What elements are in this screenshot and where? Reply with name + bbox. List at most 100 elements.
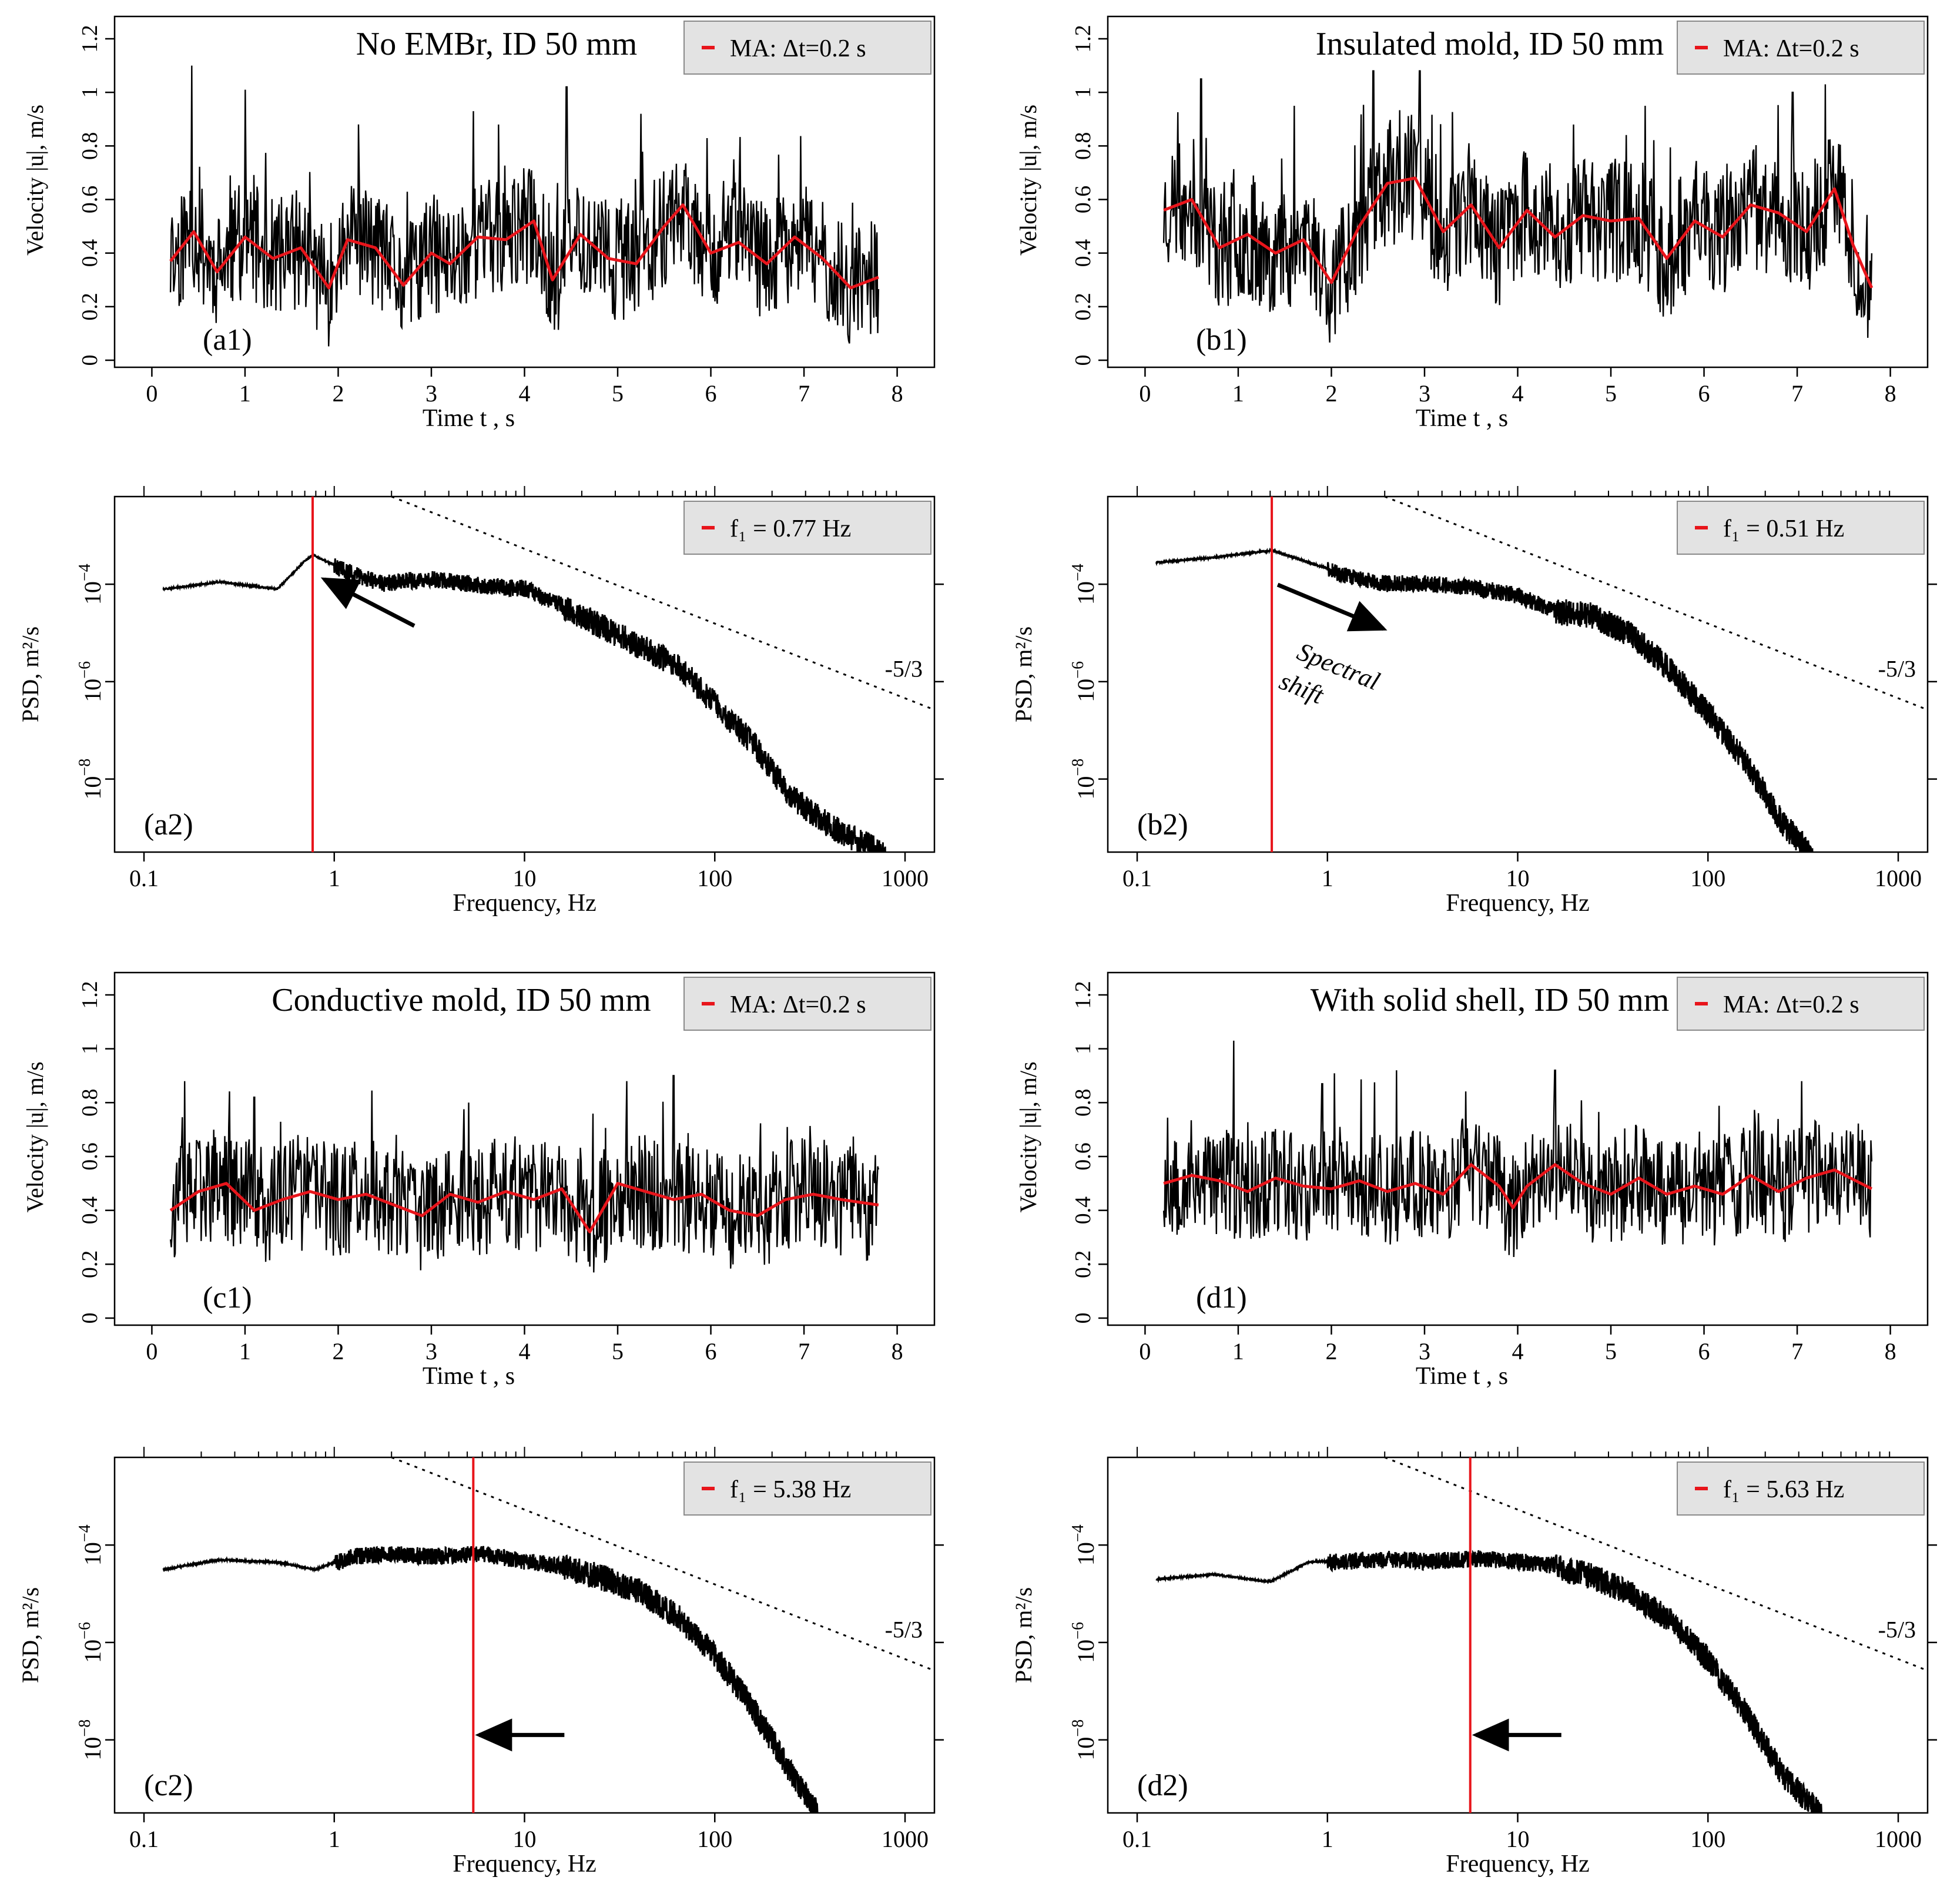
panel-label: (b2) (1137, 808, 1188, 842)
raw-velocity-series (1162, 1040, 1873, 1258)
panel-label: (d1) (1196, 1281, 1247, 1315)
shift-arrow (320, 577, 415, 628)
x-tick-label: 8 (1885, 380, 1896, 407)
panel-label: (c1) (203, 1281, 252, 1315)
shift-arrow (1276, 582, 1388, 632)
panel-c2: 0.1 1 10 100 1000 10−4 10−6 10−8 PSD, m²/s Freque… (17, 1447, 944, 1878)
y-tick-label: 0 (1071, 355, 1095, 366)
x-tick-label: 7 (1791, 1338, 1803, 1365)
panel-a2: 0.1 1 10 100 1000 10−4 10−6 10−8 PSD, m²/s Freque… (17, 486, 944, 917)
slope-label: -5/3 (1878, 656, 1916, 682)
plot-area (1155, 497, 1928, 852)
legend-box (683, 977, 931, 1031)
y-tick-label: 10−4 (76, 564, 106, 605)
x-tick-label: 100 (697, 865, 732, 891)
panel-label: (a2) (144, 808, 193, 842)
y-tick-label: 10−6 (1069, 661, 1099, 702)
legend-box (1677, 21, 1925, 75)
moving-average-series (169, 203, 879, 290)
slope-reference-line (1384, 497, 1928, 711)
y-tick-label: 0.6 (1071, 1142, 1095, 1171)
y-axis-label: Velocity |u|, m/s (22, 1061, 48, 1212)
moving-average-series (169, 1182, 879, 1233)
legend-box (1677, 501, 1925, 555)
slope-label: -5/3 (1878, 1617, 1916, 1643)
x-tick-label: 4 (1512, 1338, 1524, 1365)
slope-reference-line (1384, 1457, 1928, 1672)
panel-title: Conductive mold, ID 50 mm (272, 982, 651, 1018)
y-tick-label: 0.8 (78, 1089, 102, 1117)
y-axis-label: PSD, m²/s (17, 626, 43, 722)
legend: MA: Δt=0.2 s (1677, 21, 1925, 75)
legend-label: f₁ = 5.63 Hz (1723, 1476, 1844, 1503)
y-axis-label: Velocity |u|, m/s (22, 105, 48, 256)
legend-label: MA: Δt=0.2 s (730, 35, 866, 62)
plot-area (1162, 70, 1874, 343)
x-tick-label: 10 (1506, 865, 1530, 891)
y-tick-label: 0.4 (78, 1196, 102, 1225)
legend-box (683, 501, 931, 555)
y-tick-label: 0 (78, 1313, 102, 1324)
psd-series (162, 1546, 819, 1813)
legend-label: MA: Δt=0.2 s (1723, 991, 1859, 1018)
x-tick-label: 1000 (1875, 865, 1922, 891)
x-tick-label: 2 (332, 1338, 344, 1365)
x-tick-label: 8 (892, 380, 903, 407)
y-tick-label: 1.2 (78, 25, 102, 53)
x-tick-label: 0.1 (1122, 865, 1152, 891)
x-axis-label: Frequency, Hz (453, 890, 597, 917)
y-tick-label: 0.8 (1071, 1089, 1095, 1117)
x-tick-label: 0 (146, 1338, 158, 1365)
y-tick-label: 0.6 (78, 186, 102, 214)
x-axis-label: Frequency, Hz (453, 1851, 597, 1878)
y-tick-label: 1 (78, 1043, 102, 1054)
legend-box (683, 1461, 931, 1516)
y-tick-label: 0.2 (1071, 293, 1095, 321)
x-tick-label: 1000 (882, 865, 929, 891)
panel-label: (c2) (144, 1769, 193, 1802)
slope-reference-line (391, 1457, 934, 1672)
y-tick-label: 1 (1071, 87, 1095, 98)
legend: MA: Δt=0.2 s (1677, 977, 1925, 1031)
x-tick-label: 7 (798, 380, 810, 407)
y-tick-label: 10−8 (1069, 1719, 1099, 1761)
x-tick-label: 5 (612, 1338, 624, 1365)
legend: f₁ = 5.63 Hz (1677, 1461, 1925, 1516)
x-tick-label: 0 (1139, 1338, 1151, 1365)
x-tick-label: 1 (239, 380, 251, 407)
x-axis-label: Time t , s (423, 1363, 515, 1390)
y-axis-label: Velocity |u|, m/s (1015, 1061, 1041, 1212)
legend: f₁ = 5.38 Hz (683, 1461, 931, 1516)
y-tick-label: 0 (78, 355, 102, 366)
legend-box (1677, 1461, 1925, 1516)
x-tick-label: 100 (1690, 1826, 1725, 1852)
plot-area (1162, 1040, 1873, 1258)
y-axis-label: PSD, m²/s (1010, 626, 1037, 722)
legend-label: MA: Δt=0.2 s (730, 991, 866, 1018)
legend-label: f₁ = 0.51 Hz (1723, 515, 1844, 542)
plot-area (162, 497, 934, 852)
x-tick-label: 10 (1506, 1826, 1530, 1852)
legend: f₁ = 0.77 Hz (683, 501, 931, 555)
panel-label: (d2) (1137, 1769, 1188, 1802)
legend-label: f₁ = 0.77 Hz (730, 515, 851, 542)
x-tick-label: 0.1 (129, 865, 159, 891)
y-tick-label: 0.6 (78, 1142, 102, 1171)
x-tick-label: 6 (1698, 1338, 1710, 1365)
y-tick-label: 10−4 (1069, 564, 1099, 605)
y-tick-label: 10−4 (1069, 1524, 1099, 1566)
x-tick-label: 1 (329, 1826, 340, 1852)
y-tick-label: 0.2 (1071, 1251, 1095, 1279)
y-tick-label: 10−8 (1069, 759, 1099, 800)
y-tick-label: 10−6 (76, 1622, 106, 1663)
panel-title: No EMBr, ID 50 mm (356, 26, 637, 62)
raw-velocity-series (169, 65, 880, 347)
panel-b1: 0 1 2 3 4 5 6 7 8 0 0.2 0.4 0.6 0.8 1 1.2 Velocity |u|, … (1015, 15, 1929, 432)
y-tick-label: 0.8 (1071, 132, 1095, 160)
panel-title: With solid shell, ID 50 mm (1311, 982, 1670, 1018)
y-tick-label: 1.2 (1071, 981, 1095, 1009)
x-tick-label: 100 (1690, 865, 1725, 891)
y-tick-label: 0.2 (78, 293, 102, 321)
x-tick-label: 2 (1325, 380, 1337, 407)
